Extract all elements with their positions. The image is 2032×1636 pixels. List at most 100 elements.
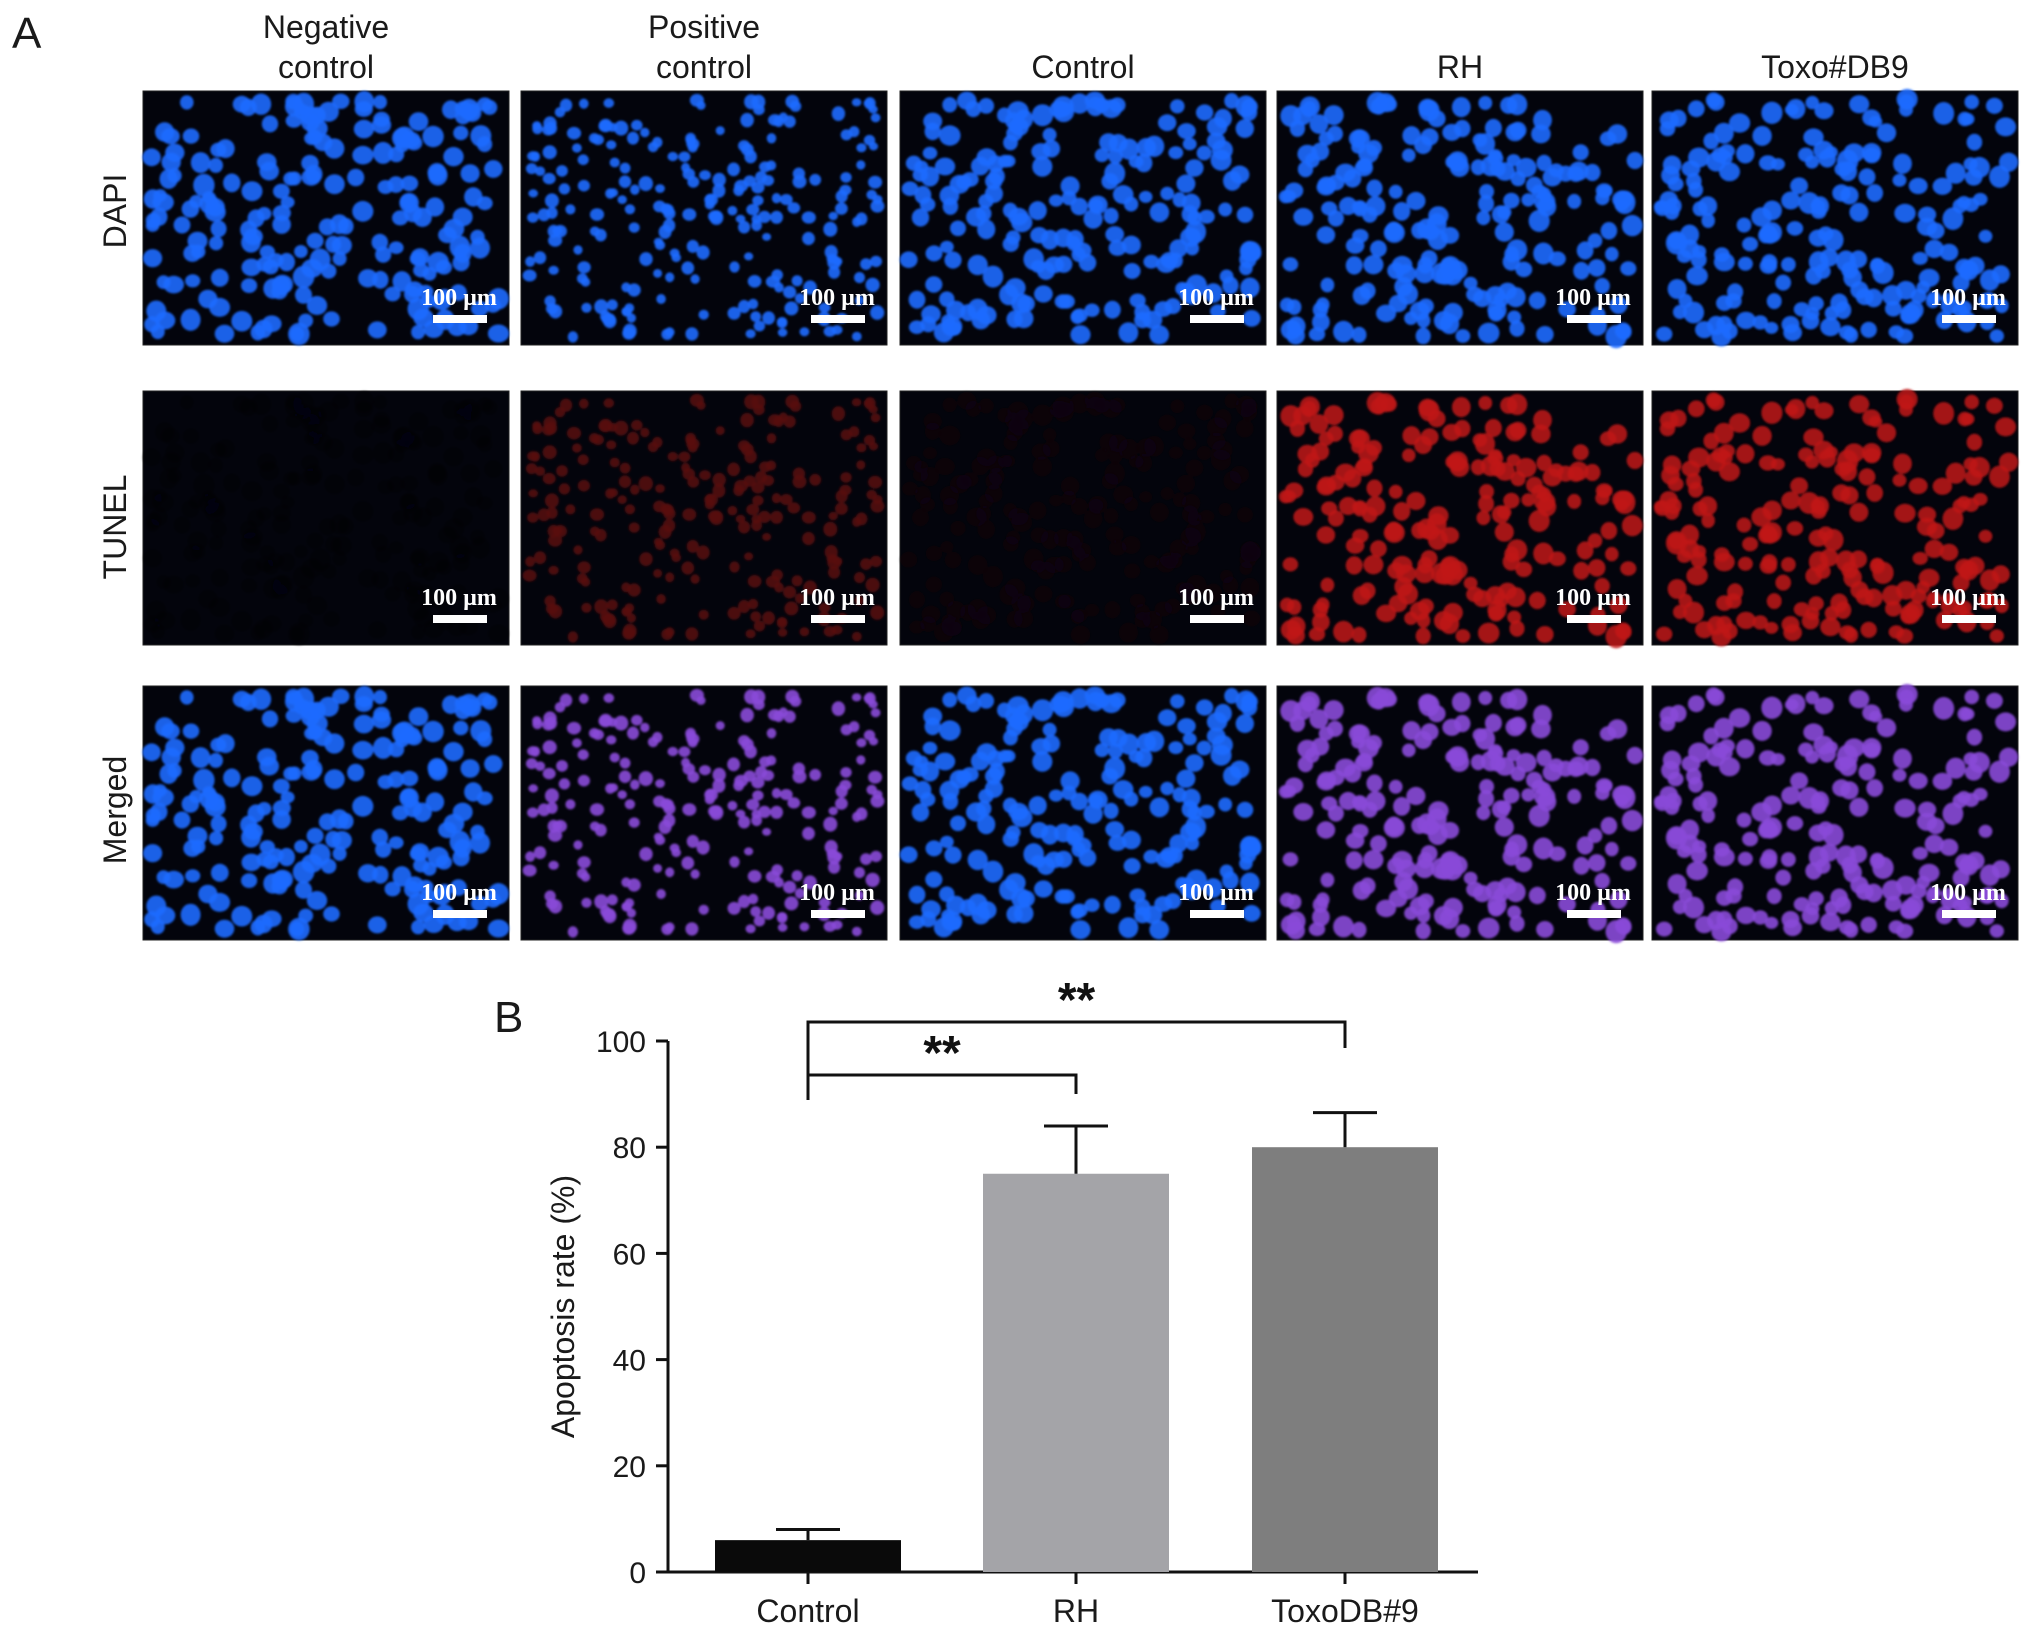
nucleus — [1172, 787, 1187, 803]
nucleus — [589, 208, 605, 221]
nucleus — [856, 443, 867, 453]
nucleus — [324, 474, 345, 495]
nucleus — [1926, 522, 1945, 540]
nucleus — [908, 320, 925, 335]
nucleus — [619, 162, 631, 174]
nucleus — [272, 205, 291, 221]
nucleus — [638, 476, 653, 492]
y-tick-label: 0 — [629, 1557, 646, 1590]
nucleus — [1752, 425, 1772, 446]
nucleus — [1470, 754, 1486, 771]
nucleus — [705, 193, 716, 203]
nucleus — [1808, 824, 1828, 842]
nucleus — [443, 147, 464, 167]
nucleus — [1790, 772, 1809, 790]
nucleus — [977, 519, 996, 540]
nucleus — [1963, 157, 1978, 171]
nucleus — [1705, 392, 1722, 408]
nucleus — [547, 524, 560, 538]
nucleus — [856, 143, 867, 153]
nucleus — [1609, 296, 1628, 314]
nucleus — [533, 251, 547, 265]
nucleus — [698, 904, 709, 915]
nucleus — [1388, 484, 1403, 499]
nucleus — [1352, 229, 1369, 243]
nucleus — [1558, 301, 1576, 318]
nucleus — [603, 614, 617, 629]
nucleus — [304, 431, 320, 446]
nucleus — [1149, 920, 1170, 940]
nucleus — [567, 331, 579, 343]
scale-bar-label: 100 µm — [1178, 585, 1254, 611]
nucleus — [870, 555, 882, 568]
nucleus — [1084, 603, 1100, 617]
nucleus — [1393, 202, 1411, 221]
nucleus — [1006, 310, 1023, 329]
nucleus — [689, 93, 705, 107]
nucleus — [1284, 482, 1304, 499]
nucleus — [727, 306, 741, 320]
nucleus — [828, 511, 838, 521]
nucleus — [1002, 797, 1018, 813]
scale-bar-label: 100 µm — [799, 585, 875, 611]
nucleus — [1144, 730, 1165, 752]
nucleus — [1198, 509, 1215, 524]
nucleus — [1713, 122, 1734, 144]
nucleus — [755, 471, 768, 483]
nucleus — [622, 326, 636, 340]
nucleus — [681, 261, 695, 275]
micrograph-dapi-3: 100 µm — [1276, 90, 1644, 349]
nucleus — [1345, 556, 1363, 575]
nucleus — [409, 251, 427, 266]
nucleus — [1989, 629, 2005, 643]
nucleus — [372, 270, 389, 289]
nucleus — [332, 393, 350, 409]
nucleus — [460, 164, 480, 183]
nucleus — [566, 721, 582, 735]
nucleus — [1509, 915, 1525, 932]
nucleus — [1686, 172, 1702, 190]
nucleus — [1185, 754, 1204, 772]
column-title: RH — [1437, 49, 1483, 85]
nucleus — [1924, 834, 1944, 854]
nucleus — [1599, 726, 1617, 742]
nucleus — [388, 241, 404, 254]
nucleus — [558, 183, 571, 195]
micrograph-merged-3: 100 µm — [1276, 685, 1644, 944]
nucleus — [1214, 703, 1232, 724]
nucleus — [1528, 886, 1546, 905]
nucleus — [241, 278, 258, 293]
scale-bar-label: 100 µm — [421, 880, 497, 906]
nucleus — [1210, 304, 1226, 319]
nucleus — [1781, 852, 1796, 867]
nucleus — [1770, 753, 1786, 766]
nucleus — [1060, 176, 1080, 196]
nucleus — [1491, 205, 1510, 224]
nucleus — [1924, 239, 1944, 259]
nucleus — [1388, 294, 1408, 313]
nucleus — [682, 803, 697, 816]
nucleus — [799, 327, 810, 337]
nucleus — [487, 624, 510, 643]
nucleus — [1989, 165, 2010, 188]
nucleus — [1345, 256, 1363, 275]
nucleus — [831, 106, 846, 121]
nucleus — [911, 508, 930, 527]
nucleus — [278, 252, 295, 272]
nucleus — [1830, 888, 1849, 908]
nucleus — [851, 398, 862, 407]
nucleus — [1701, 213, 1715, 229]
nucleus — [1892, 173, 1907, 187]
nucleus — [1428, 206, 1449, 226]
nucleus — [318, 218, 336, 236]
nucleus — [766, 133, 777, 144]
nucleus — [1942, 507, 1964, 530]
nucleus — [839, 184, 852, 196]
nucleus — [1843, 143, 1865, 163]
nucleus — [752, 495, 764, 506]
nucleus — [1614, 199, 1629, 212]
nucleus — [143, 549, 163, 568]
nucleus — [828, 806, 838, 816]
micrograph-frame — [520, 90, 888, 346]
nucleus — [1605, 546, 1619, 562]
